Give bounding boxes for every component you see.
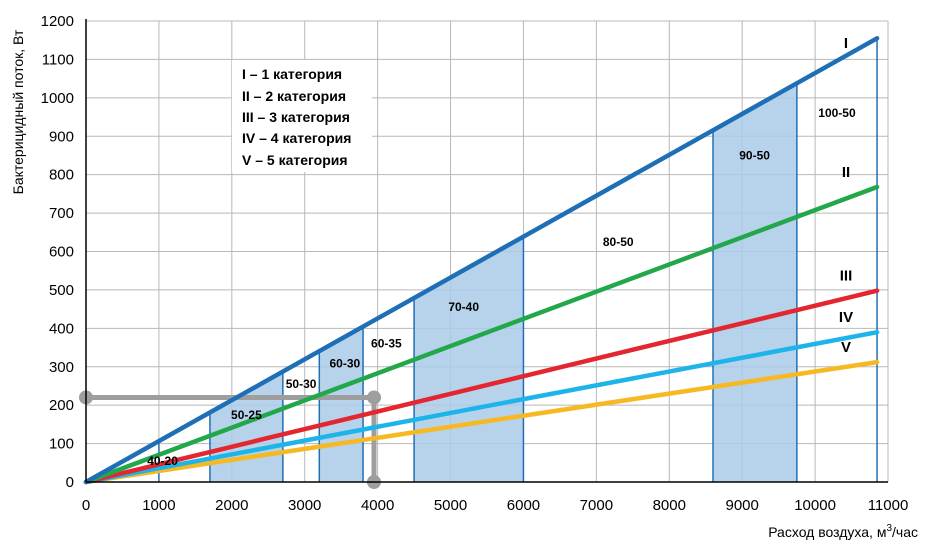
y-tick-label: 700 bbox=[49, 205, 74, 222]
y-tick-label: 100 bbox=[49, 436, 74, 453]
series-line-iii bbox=[83, 288, 880, 485]
y-tick-labels: 0 100 200 300 400 500 600 700 800 900 1000 1100 1200 bbox=[41, 13, 74, 491]
y-tick-label: 1200 bbox=[41, 13, 74, 30]
range-dividers bbox=[158, 38, 878, 482]
legend-box bbox=[232, 60, 372, 172]
y-tick-label: 1000 bbox=[41, 90, 74, 107]
series-label-i: I bbox=[844, 35, 848, 52]
y-tick-label: 900 bbox=[49, 128, 74, 145]
x-tick-label: 11000 bbox=[868, 497, 909, 514]
shaded-range bbox=[209, 371, 283, 482]
legend-item-4: IV – 4 категория bbox=[242, 130, 351, 146]
legend-item-1: I – 1 категория bbox=[242, 66, 342, 82]
x-tick-label: 1000 bbox=[142, 497, 175, 514]
marker-corner-point bbox=[366, 390, 381, 405]
range-labels: 40-20 50-25 50-30 60-30 60-35 70-40 80-50 90-50… bbox=[147, 106, 856, 468]
y-tick-label: 800 bbox=[49, 167, 74, 184]
x-axis-title-superscript: 3 bbox=[886, 523, 892, 534]
y-tick-label: 0 bbox=[66, 474, 74, 491]
series-label-ii: II bbox=[842, 164, 850, 181]
x-tick-label: 0 bbox=[82, 497, 90, 514]
x-axis-title: Расход воздуха, м3/час bbox=[768, 523, 918, 540]
legend-item-2: II – 2 категория bbox=[242, 88, 346, 104]
range-label: 50-30 bbox=[286, 377, 317, 391]
x-tick-label: 9000 bbox=[725, 497, 758, 514]
x-tick-label: 4000 bbox=[361, 497, 394, 514]
range-label: 60-30 bbox=[329, 357, 360, 371]
legend: I – 1 категория II – 2 категория III – 3… bbox=[242, 66, 351, 168]
series-label-iv: IV bbox=[839, 309, 853, 326]
range-label: 40-20 bbox=[147, 454, 178, 468]
range-label: 100-50 bbox=[818, 106, 856, 120]
range-label: 80-50 bbox=[603, 235, 634, 249]
x-tick-label: 5000 bbox=[434, 497, 467, 514]
series-lines bbox=[83, 36, 880, 485]
x-tick-label: 2000 bbox=[215, 497, 248, 514]
series-line-v bbox=[83, 359, 880, 485]
y-tick-label: 600 bbox=[49, 244, 74, 261]
range-label: 50-25 bbox=[231, 408, 262, 422]
x-tick-label: 7000 bbox=[580, 497, 613, 514]
y-tick-label: 500 bbox=[49, 282, 74, 299]
shaded-range bbox=[713, 83, 797, 482]
series-label-iii: III bbox=[840, 268, 853, 285]
y-tick-label: 400 bbox=[49, 320, 74, 337]
x-tick-label: 3000 bbox=[288, 497, 321, 514]
x-tick-labels: 0 1000 2000 3000 4000 5000 6000 7000 8000 9000 100… bbox=[82, 497, 908, 514]
y-axis-title: Бактерицидный поток, Вт bbox=[10, 29, 26, 194]
x-axis-title-unit: /час bbox=[892, 524, 918, 540]
axes bbox=[85, 19, 888, 483]
series-line-i bbox=[83, 36, 880, 485]
range-label: 90-50 bbox=[739, 148, 770, 162]
shaded-range bbox=[414, 236, 524, 482]
y-tick-label: 200 bbox=[49, 397, 74, 414]
x-tick-label: 8000 bbox=[653, 497, 686, 514]
x-tick-label: 6000 bbox=[507, 497, 540, 514]
y-tick-label: 1100 bbox=[42, 51, 74, 68]
range-label: 60-35 bbox=[371, 337, 402, 351]
series-line-ii bbox=[83, 184, 880, 485]
y-tick-label: 300 bbox=[49, 359, 74, 376]
series-label-v: V bbox=[841, 339, 851, 356]
legend-item-3: III – 3 категория bbox=[242, 109, 350, 125]
x-tick-label: 10000 bbox=[794, 497, 836, 514]
series-line-iv bbox=[83, 329, 880, 485]
range-label: 70-40 bbox=[448, 300, 479, 314]
legend-item-5: V – 5 категория bbox=[242, 152, 348, 168]
x-axis-title-main: Расход воздуха, м bbox=[768, 524, 886, 540]
